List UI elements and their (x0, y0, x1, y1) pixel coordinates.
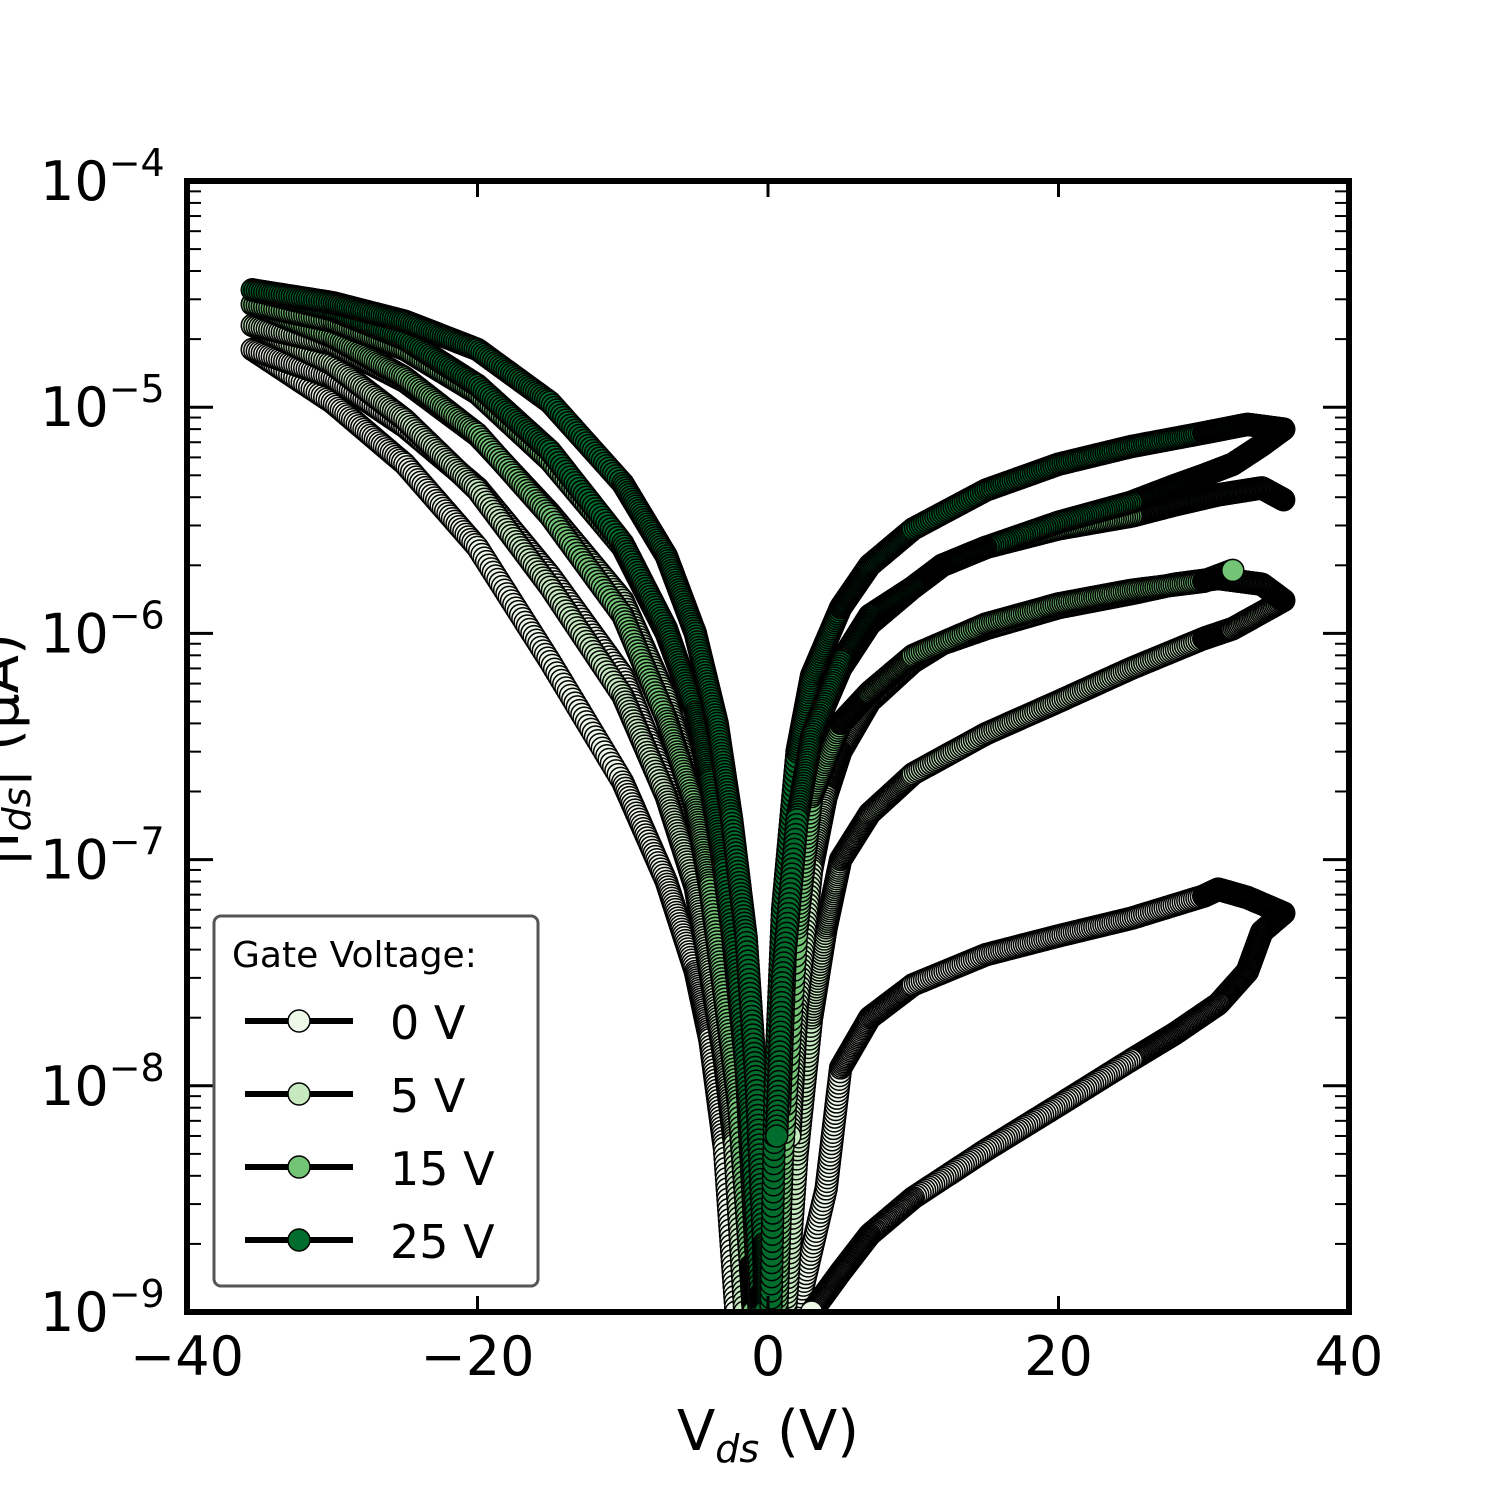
data-markers (240, 278, 1296, 1312)
data-point (1221, 558, 1245, 583)
